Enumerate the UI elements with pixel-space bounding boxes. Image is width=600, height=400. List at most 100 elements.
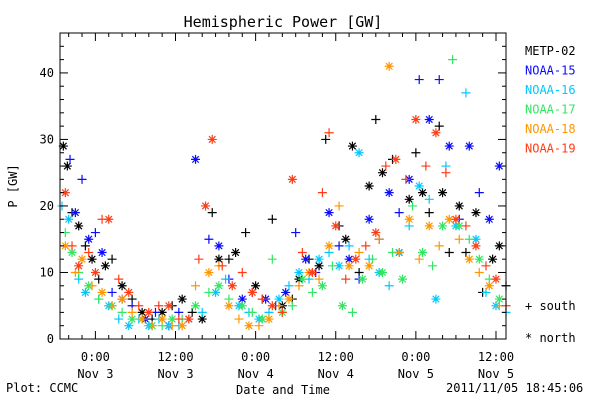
data-point-south bbox=[174, 314, 184, 324]
data-point-north bbox=[454, 201, 464, 211]
data-point-north bbox=[58, 141, 68, 151]
data-point-south bbox=[307, 287, 317, 297]
data-point-north bbox=[364, 214, 374, 224]
x-tick-label-time: 0:00 bbox=[81, 350, 110, 364]
data-point-north bbox=[231, 248, 241, 258]
data-point-north bbox=[484, 281, 494, 291]
data-point-south bbox=[421, 161, 431, 171]
data-point-south bbox=[294, 281, 304, 291]
x-tick-label-date: Nov 3 bbox=[77, 367, 113, 381]
data-point-south bbox=[127, 307, 137, 317]
data-point-south bbox=[267, 254, 277, 264]
data-point-north bbox=[70, 208, 80, 218]
data-point-south bbox=[147, 321, 157, 331]
data-point-south bbox=[434, 121, 444, 131]
data-point-north bbox=[414, 181, 424, 191]
data-point-south bbox=[284, 281, 294, 291]
data-point-north bbox=[438, 221, 448, 231]
data-point-south bbox=[481, 287, 491, 297]
data-point-north bbox=[124, 287, 134, 297]
data-point-south bbox=[191, 281, 201, 291]
data-point-north bbox=[251, 281, 261, 291]
data-point-north bbox=[471, 234, 481, 244]
data-point-north bbox=[157, 307, 167, 317]
data-point-north bbox=[474, 254, 484, 264]
data-point-south bbox=[234, 314, 244, 324]
data-point-north bbox=[344, 254, 354, 264]
data-point-north bbox=[424, 221, 434, 231]
data-point-north bbox=[494, 294, 504, 304]
data-point-south bbox=[194, 254, 204, 264]
data-point-north bbox=[157, 314, 167, 324]
data-point-south bbox=[327, 261, 337, 271]
data-point-north bbox=[398, 274, 408, 284]
data-point-north bbox=[404, 194, 414, 204]
data-point-north bbox=[324, 208, 334, 218]
data-point-north bbox=[331, 221, 341, 231]
data-point-south bbox=[77, 174, 87, 184]
data-point-south bbox=[94, 294, 104, 304]
data-point-north bbox=[164, 301, 174, 311]
data-point-south bbox=[67, 241, 77, 251]
data-point-north bbox=[384, 188, 394, 198]
data-point-south bbox=[237, 267, 247, 277]
data-point-north bbox=[464, 141, 474, 151]
data-point-south bbox=[344, 241, 354, 251]
legend-marker-south: + south bbox=[525, 299, 576, 313]
data-point-north bbox=[191, 301, 201, 311]
data-point-north bbox=[97, 287, 107, 297]
data-point-north bbox=[137, 307, 147, 317]
data-point-south bbox=[217, 261, 227, 271]
data-point-north bbox=[281, 287, 291, 297]
data-point-north bbox=[451, 214, 461, 224]
data-point-south bbox=[167, 321, 177, 331]
data-point-south bbox=[324, 128, 334, 138]
data-point-north bbox=[317, 281, 327, 291]
data-point-north bbox=[444, 141, 454, 151]
series-NOAA-19 bbox=[60, 114, 511, 324]
data-point-south bbox=[317, 188, 327, 198]
plot-frame bbox=[59, 32, 507, 340]
chart-legend: METP-02 NOAA-15 NOAA-16 NOAA-17 NOAA-18 NOAA-… bbox=[525, 44, 576, 156]
data-point-north bbox=[264, 314, 274, 324]
plot-credit: Plot: CCMC bbox=[6, 381, 79, 395]
y-tick-label: 0 bbox=[47, 332, 54, 346]
data-point-north bbox=[167, 314, 177, 324]
data-point-north bbox=[124, 321, 134, 331]
data-point-north bbox=[201, 201, 211, 211]
data-point-north bbox=[214, 254, 224, 264]
data-point-north bbox=[214, 281, 224, 291]
data-point-north bbox=[100, 261, 110, 271]
data-point-south bbox=[408, 201, 418, 211]
data-point-north bbox=[197, 314, 207, 324]
data-point-north bbox=[471, 208, 481, 218]
data-point-north bbox=[344, 261, 354, 271]
data-point-north bbox=[494, 161, 504, 171]
data-point-south bbox=[287, 301, 297, 311]
chart-axes: 0 10 20 30 40 0:00 Nov 3 12:00 Nov 3 0:00 Nov 4 12:… bbox=[40, 32, 514, 381]
data-point-south bbox=[221, 274, 231, 284]
x-tick-label-time: 12:00 bbox=[157, 350, 193, 364]
data-point-south bbox=[114, 274, 124, 284]
legend-item-NOAA-16: NOAA-16 bbox=[525, 83, 576, 97]
legend-item-NOAA-18: NOAA-18 bbox=[525, 122, 576, 136]
data-point-south bbox=[291, 228, 301, 238]
data-point-north bbox=[364, 181, 374, 191]
data-point-north bbox=[62, 161, 72, 171]
data-point-north bbox=[314, 261, 324, 271]
data-point-north bbox=[284, 294, 294, 304]
x-tick-label-date: Nov 4 bbox=[238, 367, 274, 381]
data-point-north bbox=[464, 254, 474, 264]
data-point-north bbox=[337, 301, 347, 311]
data-point-north bbox=[357, 274, 367, 284]
data-point-south bbox=[187, 307, 197, 317]
data-point-south bbox=[107, 301, 117, 311]
data-point-south bbox=[341, 274, 351, 284]
data-point-north bbox=[294, 267, 304, 277]
data-point-north bbox=[211, 287, 221, 297]
data-point-north bbox=[214, 241, 224, 251]
data-point-south bbox=[107, 254, 117, 264]
data-point-north bbox=[494, 241, 504, 251]
data-point-north bbox=[334, 261, 344, 271]
y-tick-label: 40 bbox=[40, 66, 54, 80]
